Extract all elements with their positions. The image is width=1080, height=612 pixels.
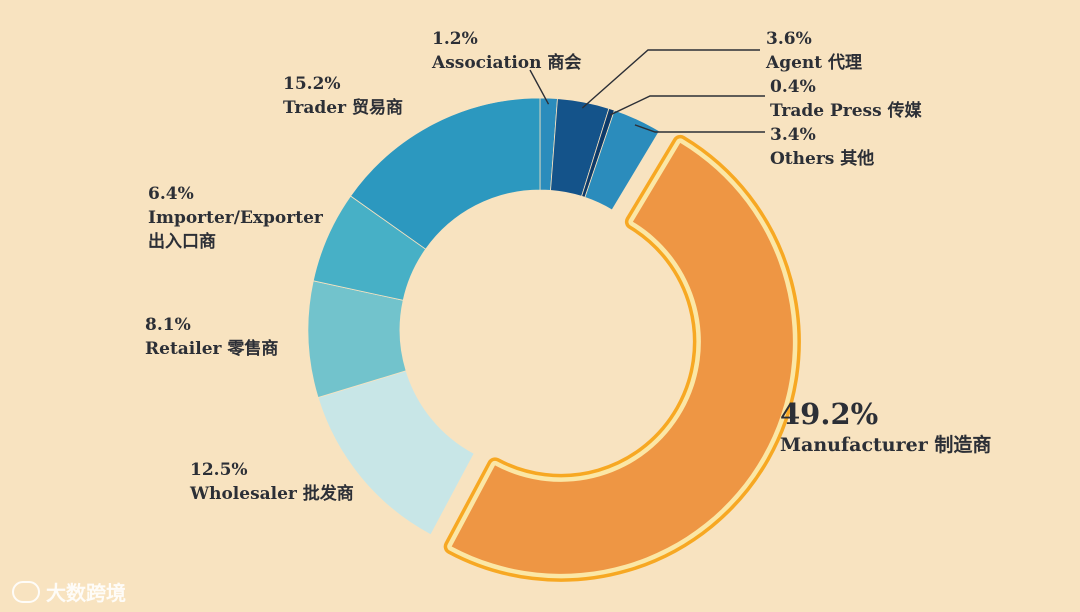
slice-wholesaler	[317, 370, 475, 536]
label-manufacturer: 49.2% Manufacturer 制造商	[780, 396, 991, 458]
category-label-others: Others 其他	[770, 149, 875, 169]
slice-others	[584, 109, 660, 211]
value-label-trader: 15.2%	[283, 74, 341, 94]
category-label-importer: Importer/Exporter 出入口商	[148, 208, 323, 252]
value-label-manufacturer: 49.2%	[780, 397, 879, 431]
value-label-retailer: 8.1%	[145, 315, 191, 335]
label-retailer: 8.1% Retailer 零售商	[145, 313, 278, 361]
category-label-manufacturer: Manufacturer 制造商	[780, 434, 992, 456]
category-label-agent: Agent 代理	[766, 53, 863, 73]
label-others: 3.4% Others 其他	[770, 123, 874, 171]
leader-line-agent	[581, 49, 760, 109]
slice-trader	[350, 97, 541, 250]
leader-line-association	[529, 69, 550, 105]
value-label-others: 3.4%	[770, 125, 816, 145]
watermark: 大数跨境	[12, 577, 126, 606]
category-label-wholesaler: Wholesaler 批发商	[190, 484, 354, 504]
value-label-agent: 3.6%	[766, 29, 812, 49]
label-wholesaler: 12.5% Wholesaler 批发商	[190, 458, 354, 506]
logo-icon	[12, 580, 40, 603]
category-label-trader: Trader 贸易商	[283, 98, 403, 118]
slices-group	[307, 97, 801, 582]
label-tradepress: 0.4% Trade Press 传媒	[770, 75, 922, 123]
value-label-importer: 6.4%	[148, 184, 194, 204]
label-association: 1.2% Association 商会	[432, 27, 581, 75]
value-label-tradepress: 0.4%	[770, 77, 816, 97]
leader-line-others	[634, 124, 765, 133]
slice-manufacturer	[451, 142, 793, 574]
watermark-text: 大数跨境	[46, 581, 126, 605]
value-label-wholesaler: 12.5%	[190, 460, 248, 480]
label-trader: 15.2% Trader 贸易商	[283, 72, 403, 120]
category-label-association: Association 商会	[432, 53, 582, 73]
category-label-tradepress: Trade Press 传媒	[770, 101, 922, 121]
label-importer: 6.4% Importer/Exporter 出入口商	[148, 182, 338, 254]
value-label-association: 1.2%	[432, 29, 478, 49]
label-agent: 3.6% Agent 代理	[766, 27, 862, 75]
category-label-retailer: Retailer 零售商	[145, 339, 279, 359]
leader-line-tradepress	[609, 95, 765, 116]
